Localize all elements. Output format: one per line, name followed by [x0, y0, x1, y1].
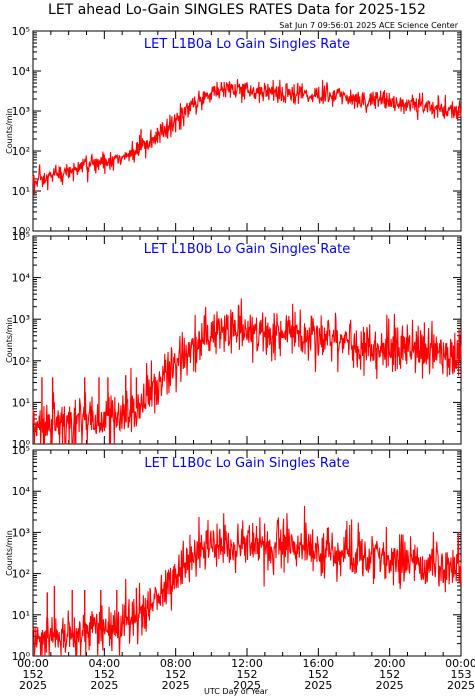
y-tick-label: 10⁵: [12, 444, 30, 457]
x-tick-label-time: 04:00: [88, 657, 120, 670]
chart-panel-3: 10⁰ 10¹ 10² 10³ 10⁴ 10⁵ Counts/min LET L1B0c Lo…: [5, 444, 475, 692]
y-tick-label: 10³: [12, 526, 30, 539]
series-line: [32, 505, 462, 657]
x-tick-label-day: 152: [165, 668, 186, 681]
x-tick-label-day: 153: [451, 668, 472, 681]
x-tick-label-year: 2025: [19, 679, 47, 692]
panel-title: LET L1B0a Lo Gain Singles Rate: [144, 37, 350, 52]
x-tick-label-year: 2025: [376, 679, 404, 692]
y-tick-label: 10¹: [12, 185, 30, 198]
x-tick-label-year: 2025: [447, 679, 475, 692]
y-tick-label: 10⁴: [12, 65, 31, 78]
chart-panel-1: 10⁰ 10¹ 10² 10³ 10⁴ 10⁵ Counts/min LET L1B0a Lo…: [5, 25, 462, 238]
y-tick-label: 10⁴: [12, 485, 31, 498]
y-axis-label: Counts/min: [5, 317, 14, 363]
x-tick-label-day: 152: [379, 668, 400, 681]
series-line: [32, 79, 462, 195]
y-tick-label: 10⁰: [12, 650, 31, 663]
y-tick-label: 10²: [12, 355, 30, 368]
x-tick-label-day: 152: [308, 668, 329, 681]
x-tick-label-time: 00:00: [445, 657, 475, 670]
plot-frame: [32, 30, 462, 232]
y-tick-label: 10³: [12, 105, 30, 118]
y-tick-label: 10⁴: [12, 272, 31, 285]
x-tick-label-year: 2025: [304, 679, 332, 692]
x-tick-label-year: 2025: [90, 679, 118, 692]
y-tick-label: 10²: [12, 145, 30, 158]
generation-timestamp: Sat Jun 7 09:56:01 2025 ACE Science Cent…: [279, 21, 458, 30]
x-tick-label-day: 152: [94, 668, 115, 681]
x-axis-label: UTC Day of Year: [204, 687, 269, 696]
x-tick-label-year: 2025: [233, 679, 261, 692]
y-tick-label: 10²: [12, 568, 30, 581]
chart-panel-2: 10⁰ 10¹ 10² 10³ 10⁴ 10⁵ Counts/min LET L1B0b Lo…: [5, 230, 462, 451]
y-axis-label: Counts/min: [5, 108, 14, 154]
panel-title: LET L1B0c Lo Gain Singles Rate: [144, 456, 349, 471]
y-tick-label: 10¹: [12, 609, 30, 622]
y-tick-label: 10⁰: [12, 438, 31, 451]
x-tick-label-time: 20:00: [374, 657, 406, 670]
x-tick-label-day: 152: [237, 668, 258, 681]
y-tick-label: 10¹: [12, 396, 30, 409]
panel-title: LET L1B0b Lo Gain Singles Rate: [144, 242, 350, 257]
figure-title: LET ahead Lo-Gain SINGLES RATES Data for…: [48, 2, 426, 18]
y-axis-label: Counts/min: [5, 530, 14, 576]
x-tick-label-time: 16:00: [302, 657, 334, 670]
x-tick-label-year: 2025: [162, 679, 190, 692]
x-tick-label-time: 00:00: [17, 657, 49, 670]
panels-group: 10⁰ 10¹ 10² 10³ 10⁴ 10⁵ Counts/min LET L1B0a Lo…: [5, 25, 475, 692]
y-tick-label: 10⁵: [12, 230, 30, 243]
series-line: [32, 298, 462, 445]
x-tick-label-time: 08:00: [160, 657, 192, 670]
x-tick-label-day: 152: [23, 668, 44, 681]
y-tick-label: 10⁵: [12, 25, 30, 38]
x-tick-label-time: 12:00: [231, 657, 263, 670]
y-tick-label: 10⁰: [12, 225, 31, 238]
y-tick-label: 10³: [12, 313, 30, 326]
